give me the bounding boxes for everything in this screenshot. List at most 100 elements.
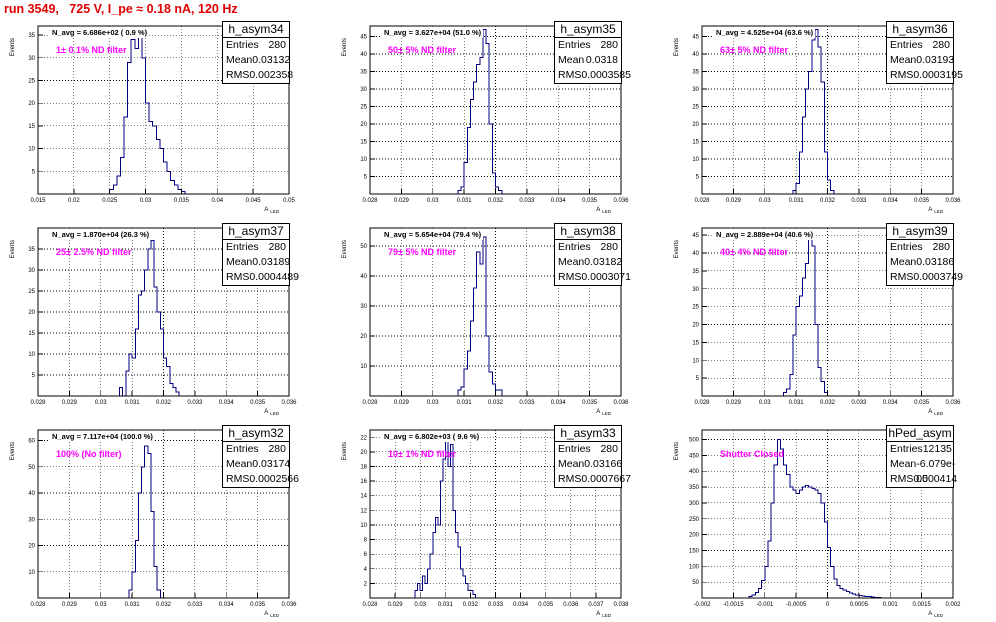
x-tick-label: 0.037 [588, 602, 604, 608]
y-tick-label: 60 [28, 439, 35, 445]
stats-row-mean: Mean 0.03182 [555, 255, 622, 270]
stats-row-entries: Entries 280 [555, 240, 621, 255]
filter-label: 50± 5% ND filter [388, 45, 456, 55]
y-tick-label: 4 [364, 567, 368, 573]
stats-label-entries: Entries [558, 443, 591, 455]
y-tick-label: 40 [692, 52, 699, 58]
histogram-pad-h_asym38: 0.028 0.029 0.03 0.031 0.032 0.033 0.034 0.035 0… [332, 216, 664, 418]
x-tick-label: 0.034 [219, 602, 235, 608]
x-tick-label: 0.029 [62, 602, 78, 608]
histogram-series [109, 34, 186, 194]
histogram-pad-h_asym39: 0.028 0.029 0.03 0.031 0.032 0.033 0.034 0.035 0… [664, 216, 996, 418]
x-tick-label: 0.028 [362, 198, 378, 204]
y-tick-label: 25 [360, 105, 367, 111]
stats-value-entries: 280 [600, 443, 618, 455]
y-tick-label: 14 [360, 494, 367, 500]
x-tick-label: 0.028 [694, 198, 710, 204]
x-tick-label: 0.034 [551, 400, 567, 406]
y-tick-label: 30 [28, 517, 35, 523]
stats-value-rms: 0.000414 [913, 473, 958, 485]
y-tick-label: 10 [360, 523, 367, 529]
y-tick-label: 12 [360, 508, 367, 514]
x-tick-label: 0.028 [30, 400, 46, 406]
y-tick-label: 150 [689, 548, 700, 554]
stats-value-entries: 280 [932, 241, 950, 253]
stats-value-mean: 0.03166 [584, 458, 623, 470]
stats-label-rms: RMS [890, 69, 914, 81]
x-tick-label: 0.033 [851, 400, 867, 406]
stats-label-rms: RMS [558, 271, 582, 283]
x-tick-label: 0.038 [613, 602, 629, 608]
y-tick-label: 35 [360, 70, 367, 76]
stats-label-entries: Entries [890, 443, 923, 455]
y-tick-label: 10 [360, 364, 367, 370]
stats-row-entries: Entries 12135 [887, 442, 953, 457]
x-tick-label: 0.03 [414, 602, 426, 608]
y-tick-label: 6 [364, 552, 368, 558]
x-tick-label: -0.001 [756, 602, 774, 608]
histogram-pad-h_asym36: 0.028 0.029 0.03 0.031 0.032 0.033 0.034 0.035 0… [664, 14, 996, 216]
stats-label-mean: Mean [558, 256, 585, 268]
run-title: run 3549, 725 V, I_pe ≈ 0.18 nA, 120 Hz [4, 2, 238, 16]
y-tick-label: 450 [689, 453, 700, 459]
histogram-series [128, 445, 161, 598]
y-tick-label: 35 [28, 33, 35, 39]
y-tick-label: 20 [692, 122, 699, 128]
x-axis-label: A LED [264, 611, 280, 618]
plot-frame [37, 25, 290, 195]
histogram-name: h_asym32 [223, 426, 289, 442]
x-tick-label: 0.036 [945, 198, 961, 204]
stats-label-entries: Entries [558, 39, 591, 51]
x-axis-label-sub: LED [602, 411, 612, 416]
x-tick-label: 0.035 [538, 602, 554, 608]
histogram-name: h_asym37 [223, 224, 289, 240]
x-tick-label: 0.031 [125, 602, 141, 608]
y-tick-label: 30 [692, 87, 699, 93]
stats-row-entries: Entries 280 [223, 38, 289, 53]
histogram-series [457, 29, 503, 194]
x-tick-label: 0.029 [394, 198, 410, 204]
y-tick-label: 50 [360, 244, 367, 250]
stats-value-entries: 280 [268, 39, 286, 51]
stats-value-rms: 0.0002566 [249, 473, 299, 485]
x-tick-label: 0.034 [883, 400, 899, 406]
y-tick-label: 30 [692, 287, 699, 293]
x-tick-label: 0.034 [219, 400, 235, 406]
y-axis-label: Events [10, 38, 16, 56]
x-tick-label: 0.03 [759, 198, 771, 204]
x-tick-label: 0.029 [394, 400, 410, 406]
y-tick-label: 300 [689, 501, 700, 507]
x-tick-label: 0.028 [362, 602, 378, 608]
stats-label-mean: Mean [558, 458, 585, 470]
y-tick-label: 30 [28, 268, 35, 274]
histogram-plot: 0.028 0.029 0.03 0.031 0.032 0.033 0.034 0.035 0… [342, 429, 629, 618]
stats-row-entries: Entries 280 [887, 38, 953, 53]
x-tick-label: 0.035 [582, 400, 598, 406]
x-tick-label: -0.0015 [723, 602, 744, 608]
navg-label: N_avg = 3.627e+04 (51.0 %) [382, 28, 484, 38]
stats-label-rms: RMS [226, 69, 250, 81]
stats-box: h_asym36 Entries 280 Mean 0.03193 RMS 0.000319… [886, 21, 963, 84]
x-tick-label: 0.036 [281, 400, 297, 406]
stats-value-mean: 0.03174 [252, 458, 291, 470]
navg-label: N_avg = 7.117e+04 (100.0 %) [50, 432, 155, 442]
histogram-plot: 0.028 0.029 0.03 0.031 0.032 0.033 0.034 0.035 0… [342, 227, 629, 416]
x-tick-label: 0.045 [246, 198, 262, 204]
y-axis-label: Events [342, 442, 348, 460]
y-axis-label: Events [674, 442, 680, 460]
x-tick-label: 0.032 [488, 198, 504, 204]
stats-row-mean: Mean 0.03189 [223, 255, 291, 270]
stats-value-mean: 0.03189 [252, 256, 291, 268]
y-tick-label: 15 [692, 140, 699, 146]
x-axis-label: A LED [596, 611, 612, 618]
x-tick-label: -0.002 [693, 602, 711, 608]
stats-label-rms: RMS [226, 271, 250, 283]
x-axis-label-sub: LED [270, 613, 280, 618]
x-axis-label: A LED [596, 409, 612, 416]
stats-value-entries: 280 [268, 241, 286, 253]
x-tick-label: 0.029 [62, 400, 78, 406]
x-axis-label: A LED [264, 409, 280, 416]
stats-value-mean: 0.03132 [252, 54, 291, 66]
stats-value-rms: 0.0004489 [249, 271, 299, 283]
histogram-pad-h_asym37: 0.028 0.029 0.03 0.031 0.032 0.033 0.034 0.035 0… [0, 216, 332, 418]
